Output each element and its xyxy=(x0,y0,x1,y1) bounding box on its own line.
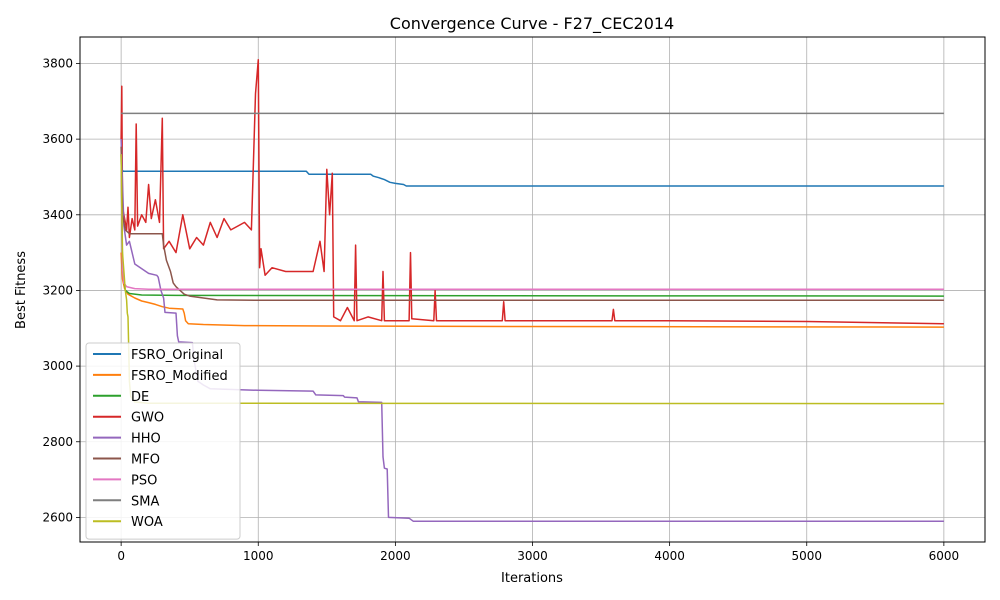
y-tick-label: 3600 xyxy=(42,132,73,146)
x-tick-label: 5000 xyxy=(791,549,822,563)
axis-ticks: 0 1000 2000 3000 4000 5000 6000 2600 2800 3000 320… xyxy=(42,56,959,563)
legend-label: PSO xyxy=(131,473,157,488)
y-axis-title: Best Fitness xyxy=(14,251,29,329)
y-tick-label: 2600 xyxy=(42,510,73,524)
y-tick-label: 3400 xyxy=(42,208,73,222)
series-line-gwo xyxy=(120,58,944,325)
x-axis-title: Iterations xyxy=(501,571,563,586)
legend-label: HHO xyxy=(131,432,161,447)
series-line-pso xyxy=(120,154,944,291)
y-tick-label: 3200 xyxy=(42,283,73,297)
y-tick-label: 3800 xyxy=(42,56,73,70)
x-tick-label: 3000 xyxy=(517,549,548,563)
x-tick-label: 6000 xyxy=(929,549,960,563)
legend-frame xyxy=(85,342,241,540)
legend: FSRO_Original FSRO_Modified DE GWO HHO MFO PSO… xyxy=(85,342,241,540)
chart-title: Convergence Curve - F27_CEC2014 xyxy=(390,14,674,34)
legend-label: GWO xyxy=(131,411,164,426)
legend-label: FSRO_Modified xyxy=(131,369,228,384)
legend-label: FSRO_Original xyxy=(131,348,223,363)
x-tick-label: 2000 xyxy=(380,549,411,563)
legend-label: MFO xyxy=(131,453,160,468)
x-tick-label: 4000 xyxy=(654,549,685,563)
x-tick-label: 0 xyxy=(117,549,125,563)
legend-label: SMA xyxy=(131,494,159,509)
legend-label: WOA xyxy=(131,515,163,530)
series-line-fsro-modified xyxy=(120,252,944,328)
x-tick-label: 1000 xyxy=(243,549,274,563)
y-tick-label: 2800 xyxy=(42,435,73,449)
series-line-fsro-original xyxy=(120,154,944,187)
series-line-mfo xyxy=(120,146,944,302)
legend-label: DE xyxy=(131,390,149,405)
y-tick-label: 3000 xyxy=(42,359,73,373)
